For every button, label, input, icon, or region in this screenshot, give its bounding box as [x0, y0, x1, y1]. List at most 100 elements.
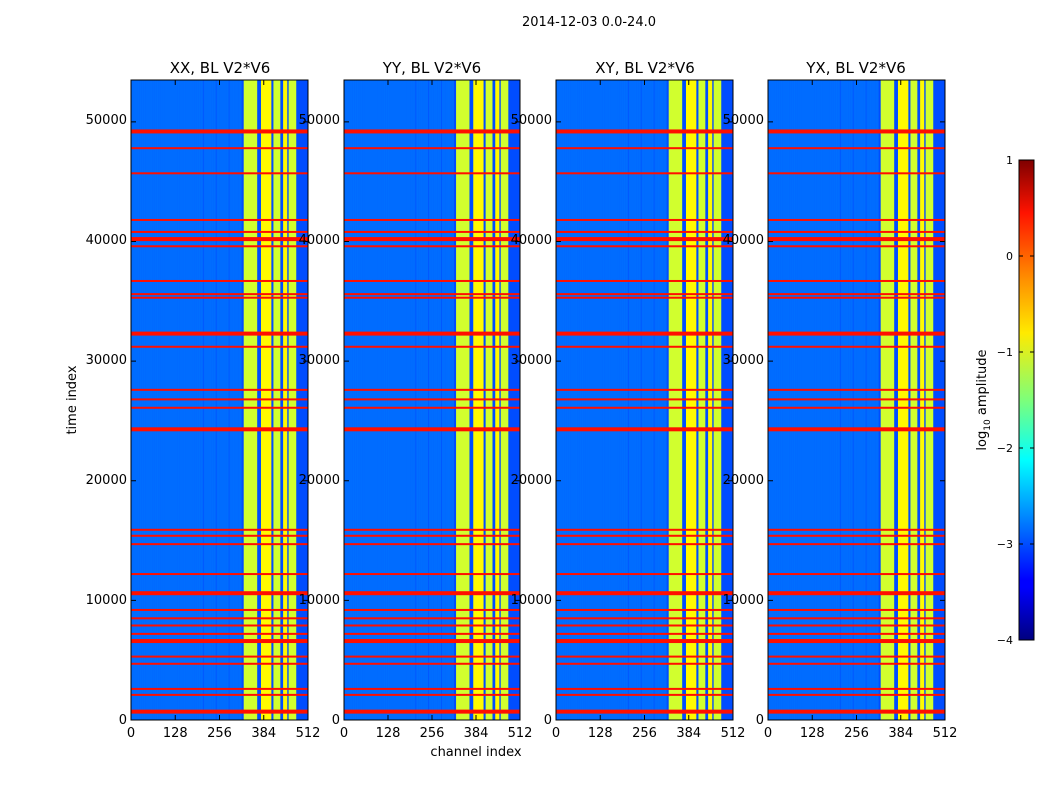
heatmap-flag-row	[131, 147, 308, 150]
colorbar-label: log10 amplitude	[975, 349, 993, 450]
x-tick-label: 256	[632, 726, 657, 741]
heatmap-flag-row	[768, 172, 945, 175]
heatmap-flag-row	[344, 345, 520, 348]
heatmap-flag-row	[556, 331, 733, 336]
heatmap-flag-row	[556, 543, 733, 546]
y-tick-label: 40000	[86, 233, 127, 248]
heatmap-flag-row	[768, 543, 945, 546]
heatmap-flag-row	[768, 617, 945, 620]
heatmap-flag-row	[556, 528, 733, 531]
heatmap-flag-row	[131, 528, 308, 531]
panel-xx: XX, BL V2*V6 0 128 256 384 512 0 10000 2…	[86, 59, 321, 741]
heatmap-flag-row	[131, 543, 308, 546]
heatmap-flag-row	[344, 293, 520, 296]
axis-ticks	[767, 80, 946, 721]
heatmap-flag-row	[556, 218, 733, 221]
heatmap-flag-row	[131, 293, 308, 296]
heatmap-flag-row	[131, 331, 308, 336]
heatmap-flag-row	[556, 237, 733, 242]
x-tick-label: 384	[251, 726, 276, 741]
y-tick-label: 50000	[299, 113, 340, 128]
heatmap-flag-row	[556, 709, 733, 714]
heatmap-flag-row	[556, 345, 733, 348]
y-tick-label: 40000	[723, 233, 764, 248]
colorbar-label-rest: amplitude	[975, 349, 990, 419]
heatmap-flag-row	[131, 687, 308, 690]
heatmap-flag-row	[131, 406, 308, 409]
x-tick-label: 512	[721, 726, 746, 741]
heatmap-flag-row	[768, 296, 945, 299]
heatmap-flag-row	[768, 245, 945, 248]
colorbar-tick-label: −4	[997, 634, 1013, 647]
heatmap-flag-row	[344, 624, 520, 627]
y-tick-label: 40000	[511, 233, 552, 248]
heatmap-flag-row	[344, 230, 520, 233]
heatmap-flag-row	[768, 709, 945, 714]
heatmap-flag-row	[556, 230, 733, 233]
heatmap-flag-row	[556, 296, 733, 299]
heatmap-flag-row	[556, 573, 733, 576]
y-tick-label: 20000	[299, 473, 340, 488]
y-tick-label: 50000	[86, 113, 127, 128]
heatmap-flag-row	[768, 293, 945, 296]
heatmap-flag-row	[344, 639, 520, 644]
heatmap-flag-row	[768, 388, 945, 391]
heatmap-flag-row	[131, 662, 308, 665]
heatmap-flag-row	[131, 427, 308, 432]
heatmap-flag-row	[131, 398, 308, 401]
heatmap-flag-row	[344, 573, 520, 576]
heatmap-flag-row	[768, 632, 945, 635]
heatmap-flag-row	[768, 639, 945, 644]
heatmap-flag-row	[768, 427, 945, 432]
y-tick-label: 10000	[299, 593, 340, 608]
heatmap-flag-row	[131, 534, 308, 537]
heatmap-flag-row	[556, 147, 733, 150]
heatmap-flag-row	[556, 655, 733, 658]
y-tick-label: 30000	[86, 353, 127, 368]
y-tick-label: 0	[756, 713, 764, 728]
heatmap-flag-row	[556, 406, 733, 409]
x-tick-label: 0	[127, 726, 135, 741]
heatmap-flag-row	[344, 534, 520, 537]
heatmap-flag-row	[131, 655, 308, 658]
y-tick-label: 40000	[299, 233, 340, 248]
heatmap-flag-row	[131, 632, 308, 635]
heatmap-flag-row	[131, 591, 308, 596]
heatmap-area	[131, 80, 308, 720]
y-tick-label: 50000	[511, 113, 552, 128]
x-tick-label: 256	[844, 726, 869, 741]
heatmap-flag-row	[131, 693, 308, 696]
heatmap-flag-row	[768, 624, 945, 627]
x-tick-label: 128	[376, 726, 401, 741]
heatmap-flag-row	[556, 293, 733, 296]
figure-suptitle: 2014-12-03 0.0-24.0	[522, 15, 656, 30]
heatmap-flag-row	[556, 279, 733, 282]
heatmap-flag-row	[556, 591, 733, 596]
heatmap-flag-row	[131, 639, 308, 644]
heatmap-flag-row	[344, 279, 520, 282]
heatmap-flag-row	[556, 687, 733, 690]
heatmap-flag-row	[768, 129, 945, 134]
y-tick-label: 0	[544, 713, 552, 728]
heatmap-flag-row	[556, 639, 733, 644]
heatmap-flag-row	[131, 218, 308, 221]
heatmap-flag-row	[768, 608, 945, 611]
heatmap-flag-row	[768, 230, 945, 233]
heatmap-flag-row	[344, 296, 520, 299]
x-tick-label: 384	[464, 726, 489, 741]
heatmap-area	[344, 80, 520, 720]
heatmap-flag-row	[556, 662, 733, 665]
heatmap-flag-row	[131, 608, 308, 611]
heatmap-flag-row	[131, 573, 308, 576]
heatmap-flag-row	[344, 427, 520, 432]
heatmap-flag-row	[768, 398, 945, 401]
heatmap-flag-row	[768, 237, 945, 242]
x-axis-label: channel index	[430, 745, 521, 760]
y-tick-label: 0	[332, 713, 340, 728]
heatmap-flag-row	[131, 296, 308, 299]
x-tick-label: 256	[207, 726, 232, 741]
heatmap-area	[768, 80, 945, 720]
heatmap-flag-row	[131, 624, 308, 627]
heatmap-flag-row	[768, 573, 945, 576]
x-tick-label: 384	[676, 726, 701, 741]
